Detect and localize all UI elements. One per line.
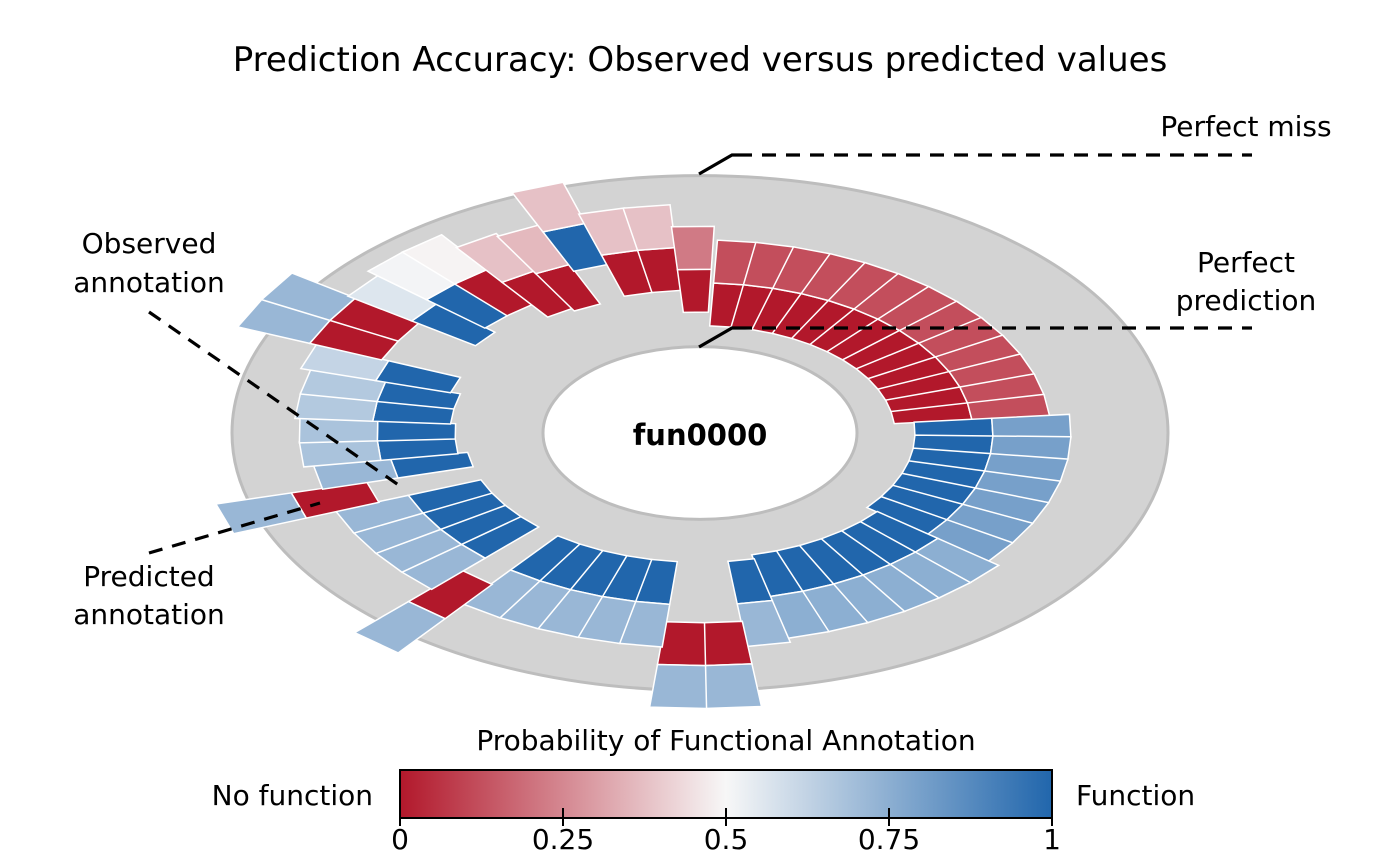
bar-predicted xyxy=(260,272,357,322)
bars-group xyxy=(214,181,1072,710)
colorbar-title: Probability of Functional Annotation xyxy=(476,724,975,757)
colorbar-right-label: Function xyxy=(1076,779,1195,812)
predicted-label-line1: Predicted xyxy=(83,560,214,593)
colorbar-tick-label: 0.5 xyxy=(704,823,749,856)
bar-predicted xyxy=(400,233,489,285)
bar-predicted xyxy=(670,225,716,271)
predicted-label-line2: annotation xyxy=(73,598,225,631)
bar-predicted xyxy=(353,600,447,654)
chart-title: Prediction Accuracy: Observed versus pre… xyxy=(233,40,1168,80)
bar-predicted xyxy=(622,203,677,252)
annotation-perfect-prediction: Perfect prediction xyxy=(698,246,1316,349)
colorbar-left-label: No function xyxy=(212,779,373,812)
colorbar: Probability of Functional Annotation No … xyxy=(212,724,1195,856)
bar-observed xyxy=(702,620,753,667)
bar-predicted xyxy=(454,232,536,284)
bar-predicted xyxy=(703,663,763,710)
perfect-prediction-label-line2: prediction xyxy=(1176,284,1316,317)
colorbar-ticks: 0 0.25 0.5 0.75 1 xyxy=(391,808,1061,856)
bar-observed xyxy=(676,268,713,314)
bar-predicted xyxy=(990,413,1072,439)
bar-predicted xyxy=(510,181,587,233)
predicted-leader xyxy=(148,501,321,555)
colorbar-tick-label: 0.25 xyxy=(532,823,594,856)
annotation-perfect-miss: Perfect miss xyxy=(698,110,1332,176)
colorbar-tick-label: 0 xyxy=(391,823,409,856)
colorbar-tick-label: 0.75 xyxy=(858,823,920,856)
perfect-miss-leader xyxy=(698,153,738,176)
observed-leader xyxy=(148,310,401,488)
observed-label-line2: annotation xyxy=(73,266,225,299)
bar-predicted xyxy=(214,492,308,535)
bar-predicted xyxy=(648,663,708,710)
perfect-miss-label: Perfect miss xyxy=(1160,110,1331,143)
bar-observed xyxy=(913,417,994,438)
observed-label-line1: Observed xyxy=(82,227,217,260)
annotation-observed: Observed annotation xyxy=(73,227,401,488)
perfect-prediction-label-line1: Perfect xyxy=(1197,246,1295,279)
colorbar-tick-label: 1 xyxy=(1043,823,1061,856)
annotation-predicted: Predicted annotation xyxy=(73,501,321,631)
perfect-prediction-leader xyxy=(698,326,738,349)
center-label: fun0000 xyxy=(633,418,768,452)
